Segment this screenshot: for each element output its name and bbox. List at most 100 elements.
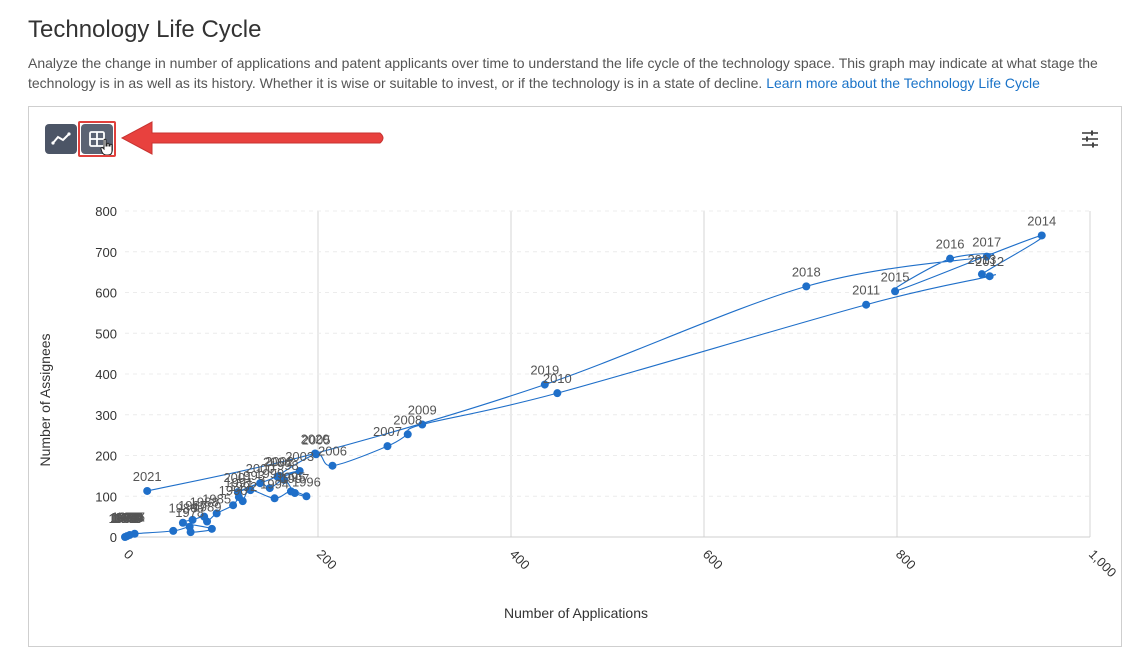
point-label: 2002 (265, 454, 294, 469)
data-point[interactable] (985, 272, 994, 281)
cluster-label: 1969 (113, 511, 142, 526)
data-point[interactable] (130, 529, 139, 538)
data-point[interactable] (256, 479, 265, 488)
data-point[interactable] (233, 488, 242, 497)
x-tick-label: 200 (314, 547, 340, 573)
point-label: 2007 (373, 424, 402, 439)
point-label: 1994 (260, 476, 289, 491)
point-label: 1992 (228, 479, 257, 494)
data-point[interactable] (862, 300, 871, 309)
cluster-labels: 1960196119621963196419651966196719681969… (109, 509, 145, 526)
cluster-label: 1976 (115, 510, 144, 525)
x-axis-title: Number of Applications (504, 605, 648, 621)
point-label: 2017 (972, 235, 1001, 250)
data-point[interactable] (802, 282, 811, 291)
point-label: 1989 (193, 500, 222, 515)
data-point[interactable] (229, 501, 238, 510)
data-point[interactable] (946, 254, 955, 263)
data-point[interactable] (383, 442, 392, 451)
data-point[interactable] (273, 472, 282, 481)
data-point[interactable] (418, 420, 427, 429)
data-point[interactable] (891, 287, 900, 296)
x-tick-label: 600 (700, 547, 726, 573)
line-view-button[interactable] (45, 124, 77, 154)
x-tick-label: 0 (121, 547, 137, 563)
y-tick-label: 700 (95, 245, 117, 260)
data-point[interactable] (1037, 231, 1046, 240)
chart-points (121, 231, 1046, 541)
data-point[interactable] (328, 461, 337, 470)
point-label: 1998 (270, 458, 299, 473)
data-point[interactable] (212, 509, 221, 518)
data-point[interactable] (982, 252, 991, 261)
point-labels: 1978198619871988198919851990199119921993… (133, 213, 1056, 519)
x-tick-label: 400 (507, 547, 533, 573)
cluster-label: 1967 (110, 510, 139, 525)
chart-grid (125, 210, 1091, 537)
chart-panel (28, 106, 1122, 647)
point-label: 2010 (543, 371, 572, 386)
point-label: 2021 (133, 469, 162, 484)
data-point[interactable] (553, 389, 562, 398)
point-label: 1999 (255, 466, 284, 481)
y-tick-label: 500 (95, 326, 117, 341)
data-point[interactable] (295, 466, 304, 475)
point-label: 2009 (408, 403, 437, 418)
description-text: Analyze the change in number of applicat… (28, 55, 1098, 91)
data-point[interactable] (540, 380, 549, 389)
cluster-label: 1973 (110, 510, 139, 525)
point-label: 2018 (792, 264, 821, 279)
point-label: 1997 (280, 471, 309, 486)
data-point[interactable] (143, 486, 152, 495)
data-point[interactable] (207, 524, 216, 533)
point-label: 2013 (967, 252, 996, 267)
data-point[interactable] (403, 430, 412, 439)
learn-more-link[interactable]: Learn more about the Technology Life Cyc… (766, 75, 1040, 91)
point-label: 2001 (223, 470, 252, 485)
y-tick-label: 800 (95, 204, 117, 219)
cluster-label: 1970 (115, 510, 144, 525)
point-label: 1988 (190, 495, 219, 510)
point-label: 1993 (236, 468, 265, 483)
cluster-label: 1977 (116, 509, 145, 524)
point-label: 2004 (263, 455, 292, 470)
data-point[interactable] (302, 492, 311, 501)
y-tick-label: 600 (95, 286, 117, 301)
annotation-arrow (120, 121, 384, 155)
data-point[interactable] (246, 486, 255, 495)
y-tick-label: 100 (95, 489, 117, 504)
cluster-label: 1963 (113, 511, 142, 526)
point-label: 2005 (302, 432, 331, 447)
page-title: Technology Life Cycle (28, 16, 262, 43)
data-point[interactable] (290, 488, 299, 497)
point-label: 1991 (224, 475, 253, 490)
x-tick-label: 800 (893, 547, 919, 573)
hand-pointer-icon (100, 138, 113, 156)
cluster-label: 1961 (110, 510, 139, 525)
data-point[interactable] (178, 518, 187, 527)
point-label: 2008 (393, 412, 422, 427)
data-point[interactable] (203, 517, 212, 526)
data-point[interactable] (265, 484, 274, 493)
data-point[interactable] (977, 270, 986, 279)
data-point[interactable] (186, 528, 195, 537)
data-point[interactable] (311, 449, 320, 458)
point-label: 1996 (292, 474, 321, 489)
data-point[interactable] (238, 497, 247, 506)
table-view-button[interactable] (81, 124, 113, 156)
data-point[interactable] (188, 515, 197, 524)
y-tick-label: 300 (95, 408, 117, 423)
cluster-label: 1975 (113, 511, 142, 526)
point-label: 2003 (285, 449, 314, 464)
point-label: 2000 (246, 461, 275, 476)
sliders-icon[interactable] (1079, 129, 1101, 149)
point-label: 1978 (175, 505, 204, 520)
line-chart-icon (51, 132, 71, 145)
y-tick-label: 200 (95, 449, 117, 464)
point-label: 1985 (202, 491, 231, 506)
cluster-label: 1960 (109, 511, 138, 526)
data-point[interactable] (169, 526, 178, 535)
data-point[interactable] (270, 494, 279, 503)
point-label: 2012 (975, 254, 1004, 269)
cluster-label: 1972 (109, 511, 138, 526)
